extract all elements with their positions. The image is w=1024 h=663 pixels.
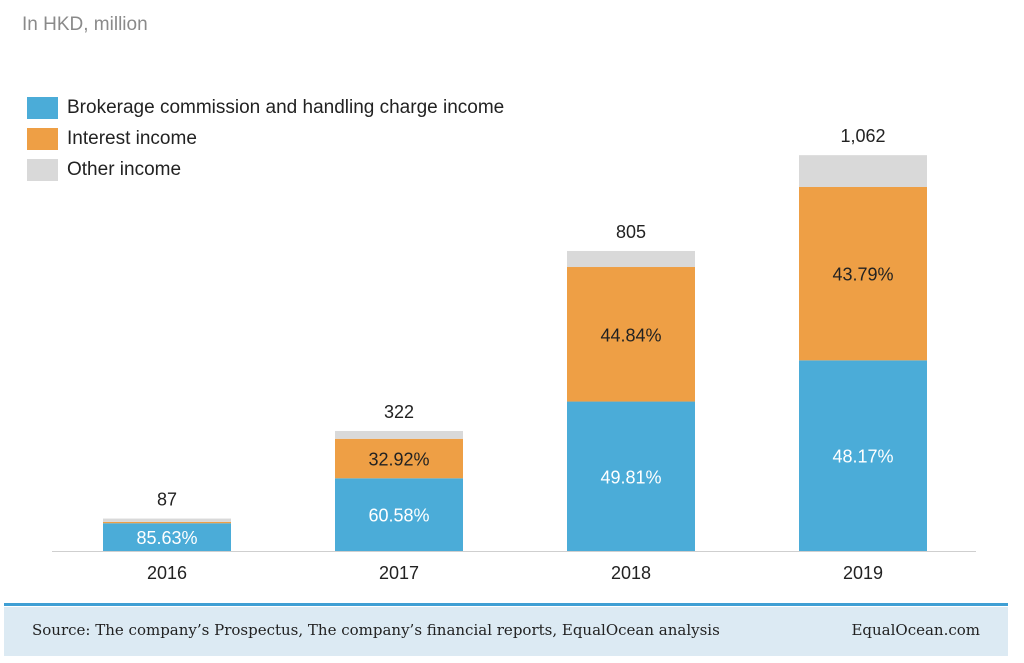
bar-brokerage-2017 (335, 478, 463, 551)
data-label-brokerage-2019: 48.17% (832, 447, 893, 467)
total-label-2019: 1,062 (840, 126, 885, 146)
data-label-brokerage-2016: 85.63% (136, 528, 197, 548)
legend-item-interest: Interest income (27, 123, 504, 154)
bar-other-2018 (567, 250, 695, 268)
legend-label-brokerage: Brokerage commission and handling charge… (67, 96, 505, 118)
legend-item-other: Other income (27, 154, 504, 185)
bar-brokerage-2018 (567, 401, 695, 551)
data-label-interest-2017: 32.92% (368, 450, 429, 470)
unit-label: In HKD, million (22, 14, 148, 35)
x-tick-label-2016: 2016 (147, 563, 187, 583)
legend-swatch-brokerage (27, 96, 58, 119)
x-tick-label-2019: 2019 (843, 563, 883, 583)
legend-label-other: Other income (67, 158, 182, 180)
total-label-2018: 805 (616, 222, 646, 242)
footer-divider (4, 603, 1008, 606)
data-label-brokerage-2017: 60.58% (368, 506, 429, 526)
legend-item-brokerage: Brokerage commission and handling charge… (27, 92, 504, 123)
legend-swatch-other (27, 158, 58, 181)
bar-interest-2016 (103, 521, 231, 524)
bar-brokerage-2019 (799, 360, 927, 551)
bar-other-2017 (335, 430, 463, 439)
bar-interest-2017 (335, 438, 463, 479)
stacked-bar-chart: 85.63% 87 2016 60.58% 32.92% 322 2017 49.81% 44.… (52, 126, 976, 583)
bar-interest-2019 (799, 186, 927, 361)
legend: Brokerage commission and handling charge… (27, 92, 504, 185)
brand-link[interactable]: EqualOcean.com (851, 621, 980, 639)
data-label-interest-2019: 43.79% (832, 265, 893, 285)
data-label-interest-2018: 44.84% (600, 325, 661, 345)
total-label-2016: 87 (157, 490, 177, 510)
bar-interest-2018 (567, 267, 695, 402)
legend-swatch-interest (27, 127, 58, 150)
data-label-brokerage-2018: 49.81% (600, 467, 661, 487)
x-tick-label-2018: 2018 (611, 563, 651, 583)
bar-other-2016 (103, 518, 231, 522)
total-label-2017: 322 (384, 402, 414, 422)
source-note: Source: The company’s Prospectus, The co… (32, 621, 720, 639)
x-tick-label-2017: 2017 (379, 563, 419, 583)
footer: Source: The company’s Prospectus, The co… (4, 607, 1008, 656)
bar-brokerage-2016 (103, 523, 231, 551)
bar-other-2019 (799, 155, 927, 187)
legend-label-interest: Interest income (67, 127, 197, 149)
